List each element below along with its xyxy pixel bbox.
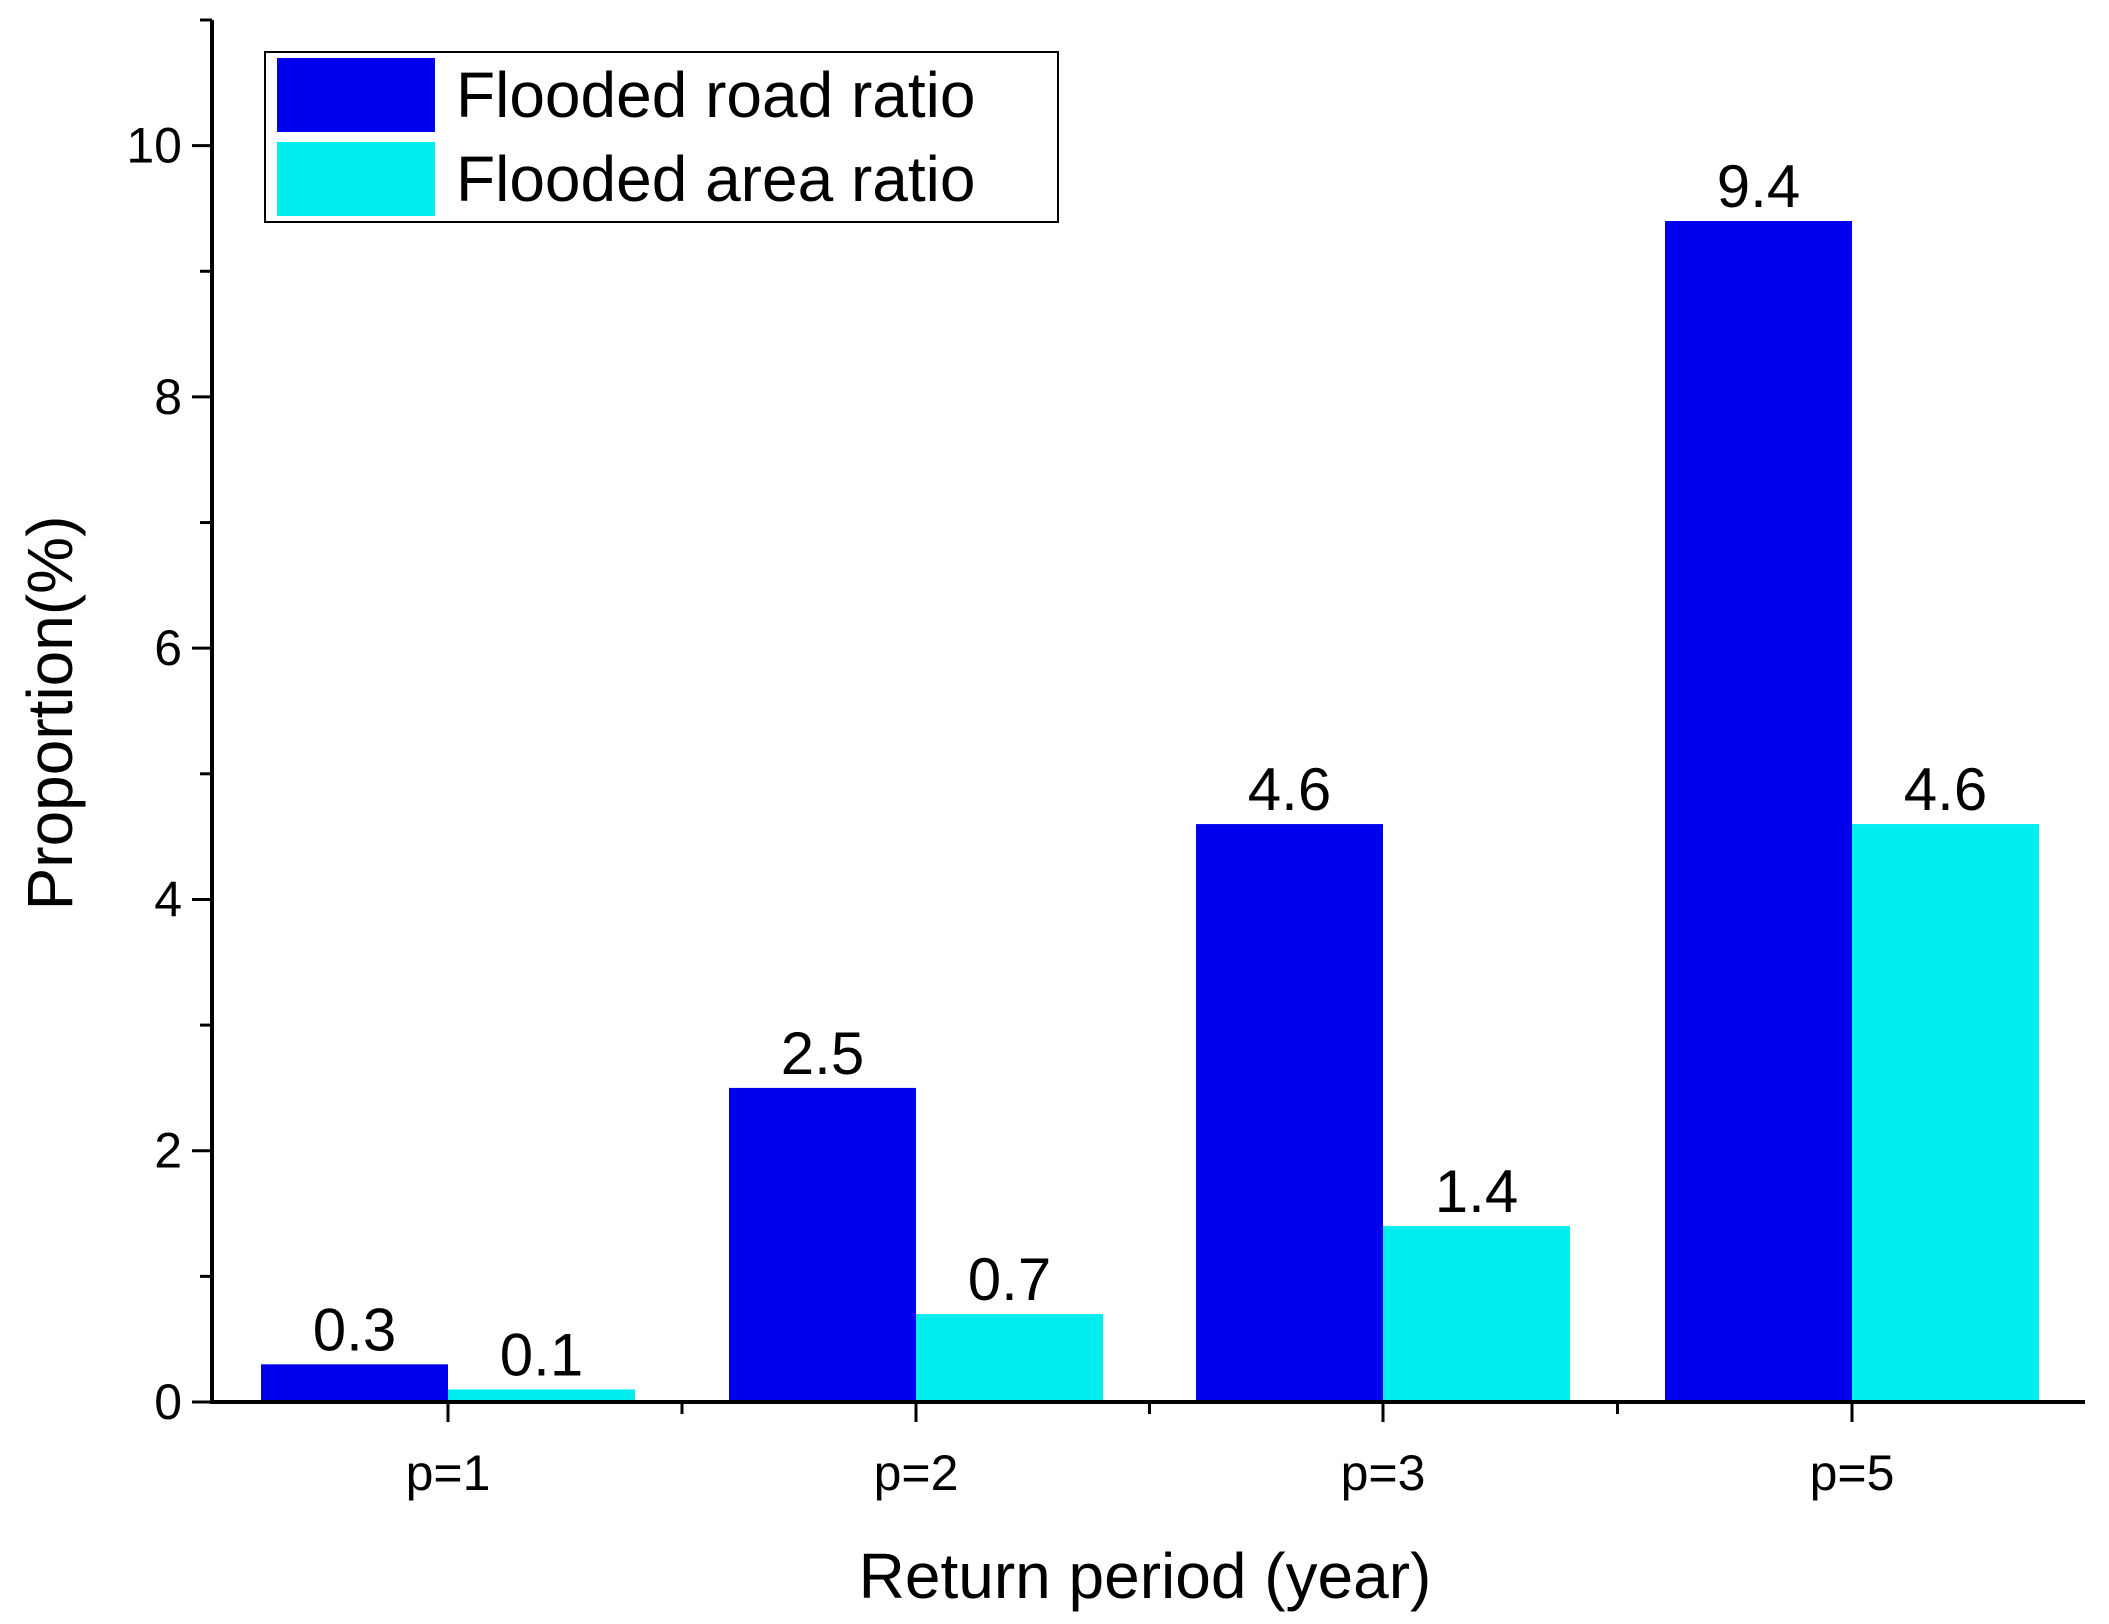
bar-flooded-road-ratio-p-2 [729,1087,916,1402]
bar-flooded-area-ratio-p-2 [916,1314,1103,1402]
y-axis-title: Proportion(%) [14,516,86,911]
legend: Flooded road ratio Flooded area ratio [264,51,1059,223]
bars-group [261,221,2039,1402]
legend-swatch-flooded-road-ratio [277,58,435,132]
y-tick-label-2: 2 [154,1123,182,1179]
y-tick-label-8: 8 [154,369,182,425]
legend-label-flooded-road-ratio: Flooded road ratio [456,59,975,131]
bar-flooded-road-ratio-p-1 [261,1364,448,1402]
data-label-flooded-area-ratio-p-2: 0.7 [968,1246,1051,1313]
y-tick-label-4: 4 [154,871,182,927]
data-label-flooded-road-ratio-p-1: 0.3 [313,1296,396,1363]
data-label-flooded-road-ratio-p-2: 2.5 [781,1020,864,1087]
data-label-flooded-road-ratio-p-3: 4.6 [1248,756,1331,823]
bar-flooded-area-ratio-p-3 [1383,1226,1570,1402]
bar-flooded-area-ratio-p-1 [448,1389,635,1402]
x-tick-label-p-2: p=2 [874,1445,959,1501]
x-tick-label-p-5: p=5 [1810,1445,1895,1501]
x-tick-label-p-1: p=1 [406,1445,491,1501]
data-label-flooded-road-ratio-p-5: 9.4 [1717,153,1800,220]
x-axis-title: Return period (year) [859,1540,1432,1612]
bar-flooded-road-ratio-p-3 [1196,824,1383,1402]
bar-flooded-area-ratio-p-5 [1852,824,2039,1402]
y-tick-label-10: 10 [126,118,182,174]
bar-flooded-road-ratio-p-5 [1665,221,1852,1402]
legend-swatch-flooded-area-ratio [277,142,435,216]
data-label-flooded-area-ratio-p-1: 0.1 [500,1321,583,1388]
legend-label-flooded-area-ratio: Flooded area ratio [456,143,975,215]
data-label-flooded-area-ratio-p-5: 4.6 [1904,756,1987,823]
labels-group: 0.3 2.5 4.6 9.4 0.1 0.7 1.4 4.6 [313,153,1987,1388]
y-tick-label-6: 6 [154,620,182,676]
data-label-flooded-area-ratio-p-3: 1.4 [1435,1158,1518,1225]
x-tick-label-p-3: p=3 [1341,1445,1426,1501]
y-tick-label-0: 0 [154,1374,182,1430]
axes-group: 0 2 4 6 8 10 p=1 p=2 p=3 p=5 [126,18,2085,1501]
